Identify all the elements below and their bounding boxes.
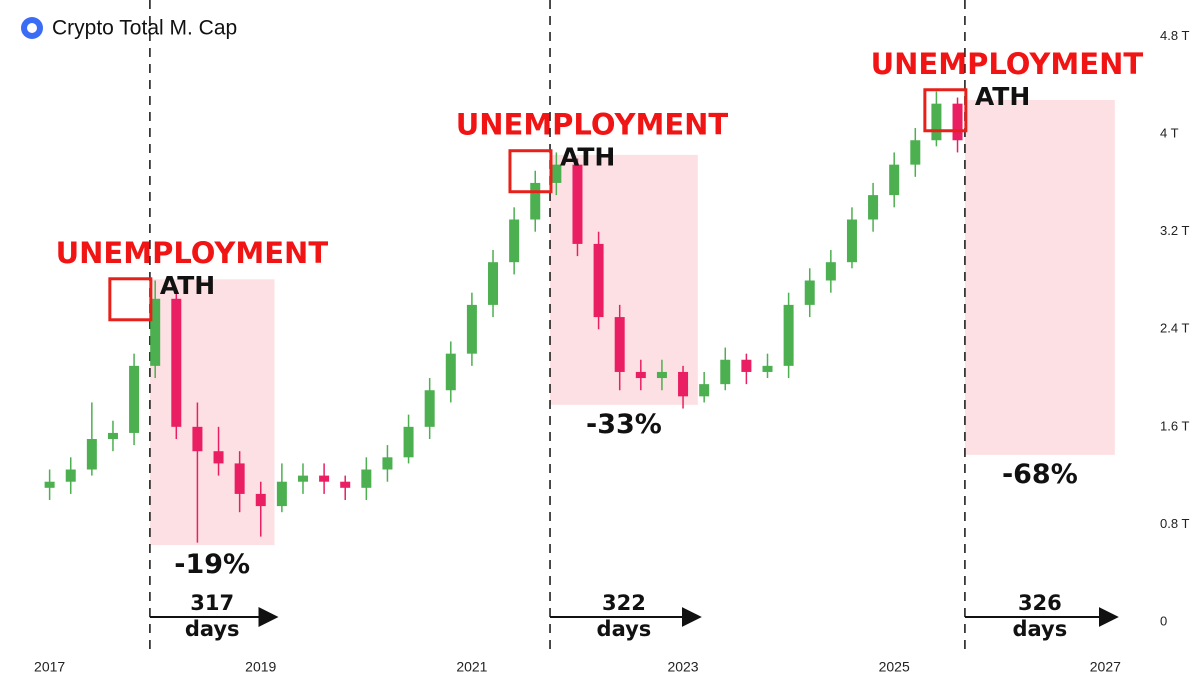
- candle-body: [614, 317, 625, 372]
- candle-body: [656, 371, 667, 379]
- candle-body: [129, 365, 140, 433]
- candle-body: [255, 493, 266, 507]
- drawdown-label: -19%: [174, 549, 251, 581]
- x-tick-label: 2019: [245, 659, 276, 675]
- chart-title: Crypto Total M. Cap: [52, 17, 237, 40]
- candle-body: [868, 195, 879, 220]
- candle-body: [699, 384, 710, 397]
- x-tick-label: 2023: [667, 659, 698, 675]
- ath-label: ATH: [560, 143, 615, 172]
- y-tick-label: 3.2 T: [1160, 223, 1189, 238]
- event-label: UNEMPLOYMENT: [56, 236, 329, 270]
- candle-body: [509, 219, 520, 263]
- candle-body: [445, 353, 456, 391]
- candle-body: [741, 359, 752, 372]
- candle-body: [931, 103, 942, 141]
- y-tick-label: 2.4 T: [1160, 321, 1189, 336]
- candle-body: [65, 469, 76, 482]
- candle-body: [192, 426, 203, 452]
- candle-body: [572, 164, 583, 244]
- candle-body: [889, 164, 900, 196]
- candle-body: [762, 365, 773, 372]
- candles: [44, 91, 963, 543]
- duration-label: 326 days: [1012, 591, 1068, 641]
- candle-body: [234, 463, 245, 494]
- candle-body: [276, 481, 287, 507]
- candle-body: [382, 457, 393, 470]
- drawdown-region: [964, 100, 1115, 455]
- y-tick-label: 4 T: [1160, 126, 1179, 141]
- candle-body: [720, 359, 731, 385]
- candle-body: [171, 298, 182, 427]
- candle-body: [466, 304, 477, 354]
- candle-body: [107, 432, 118, 440]
- candle-body: [403, 426, 414, 458]
- x-tick-label: 2021: [456, 659, 487, 675]
- drawdown-label: -68%: [1001, 458, 1078, 490]
- candle-body: [488, 262, 499, 305]
- candle-body: [213, 451, 224, 464]
- y-tick-label: 1.6 T: [1160, 418, 1189, 433]
- x-tick-label: 2025: [879, 659, 910, 675]
- candle-body: [783, 304, 794, 366]
- candle-body: [825, 262, 836, 281]
- logo-inner: [27, 23, 37, 33]
- drawdown-region: [149, 279, 275, 546]
- candle-body: [635, 371, 646, 379]
- drawdown-label: -33%: [586, 408, 662, 440]
- candle-body: [846, 219, 857, 263]
- candle-body: [678, 371, 689, 397]
- ath-box: [108, 277, 153, 322]
- candle-body: [530, 182, 541, 220]
- events: [149, 0, 1115, 650]
- duration-label: 317 days: [184, 591, 240, 641]
- candle-body: [952, 103, 963, 141]
- x-tick-label: 2017: [34, 659, 65, 675]
- candle-body: [319, 475, 330, 482]
- candle-body: [44, 481, 55, 488]
- y-tick-label: 0.8 T: [1160, 516, 1189, 531]
- candle-body: [86, 439, 97, 470]
- y-tick-label: 0: [1160, 613, 1167, 628]
- x-tick-label: 2027: [1090, 659, 1121, 675]
- y-tick-label: 4.8 T: [1160, 28, 1189, 43]
- ath-label: ATH: [975, 82, 1030, 111]
- candle-body: [297, 475, 308, 482]
- candle-body: [424, 390, 435, 427]
- candle-body: [340, 481, 351, 488]
- candle-body: [804, 280, 815, 305]
- ath-box: [923, 88, 968, 133]
- candle-body: [150, 298, 161, 366]
- ath-label: ATH: [160, 271, 215, 300]
- candle-body: [551, 164, 562, 183]
- event-label: UNEMPLOYMENT: [871, 47, 1144, 81]
- candle-body: [910, 140, 921, 165]
- candle-body: [593, 243, 604, 318]
- ath-box: [508, 149, 553, 194]
- candle-body: [361, 469, 372, 488]
- event-label: UNEMPLOYMENT: [456, 108, 729, 142]
- duration-label: 322 days: [596, 591, 652, 641]
